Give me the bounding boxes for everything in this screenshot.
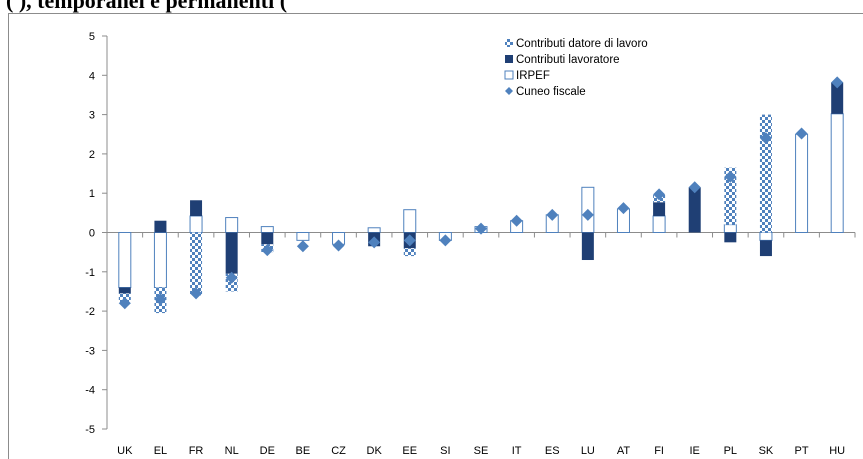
marker-cuneo-fiscale-es [546,208,559,221]
marker-cuneo-fiscale-de [261,244,274,257]
bar-contributi-lavoratore-nl [225,232,238,274]
bar-irpef-fi [652,215,666,234]
bar-irpef-pt [795,133,809,233]
bar-irpef-be [296,232,310,241]
bar-contributi-lavoratore-de [261,232,274,245]
legend-swatch-irpef [504,70,514,80]
x-tick-label: DK [367,445,383,457]
x-tick-label: SE [474,445,489,457]
bar-contributi-lavoratore-ie [688,187,701,233]
marker-cuneo-fiscale-hu [831,76,844,89]
bar-contributi-lavoratore-el [154,220,167,233]
marker-cuneo-fiscale-at [617,202,630,215]
y-tick-label: -2 [85,306,95,318]
bar-irpef-ee [403,209,417,233]
marker-cuneo-fiscale-sk [759,132,772,145]
bar-irpef-de [260,226,274,233]
x-tick-label: UK [117,445,133,457]
x-tick-label: PL [724,445,737,457]
bar-contributi-lavoratore-uk [118,287,131,294]
x-tick-label: DE [260,445,275,457]
legend: Contributi datore di lavoro Contributi la… [504,38,648,98]
x-tick-label: EL [154,445,167,457]
marker-cuneo-fiscale-dk [368,236,381,249]
bar-contributi-lavoratore-pl [724,232,737,243]
x-tick-label: FR [189,445,204,457]
y-tick-label: 1 [89,188,95,200]
x-tick-label: BE [296,445,311,457]
axes: 5 4 3 2 1 0 -1 -2 -3 -4 -5 UK EL FR NL DE BE CZ DK EE SI SE IT… [85,31,856,457]
y-tick-label: 4 [89,70,95,82]
bar-irpef-fr [189,215,203,234]
bar-irpef-sk [759,232,773,241]
marker-cuneo-fiscale-it [510,214,523,227]
x-tick-label: IE [690,445,700,457]
bar-contributi-datore-di-lavoro-ee [403,248,416,257]
marker-cuneo-fiscale-ie [688,181,701,194]
bar-contributi-lavoratore-fi [653,202,666,216]
marker-cuneo-fiscale-se [475,222,487,235]
legend-label-cuneo-fiscale: Cuneo fiscale [516,86,586,98]
bar-contributi-datore-di-lavoro-sk [759,114,772,233]
x-tick-label: AT [617,445,631,457]
marker-cuneo-fiscale-si [439,234,452,247]
bars [118,82,844,314]
legend-label-contributi-lavoratore: Contributi lavoratore [516,54,620,66]
bar-contributi-lavoratore-lu [581,232,594,261]
marker-cuneo-fiscale-pt [795,127,808,140]
y-tick-label: -5 [85,424,95,436]
chart-frame [8,13,863,459]
chart-heading-strip: ( ), temporanei e permanenti ( [0,0,863,13]
marker-cuneo-fiscale-fi [653,188,666,201]
y-tick-label: 2 [89,149,95,161]
x-tick-label: EE [402,445,417,457]
marker-cuneo-fiscale-nl [225,271,238,284]
x-tick-label: CZ [331,445,346,457]
y-tick-label: -4 [85,385,95,397]
y-tick-label: -1 [85,267,95,279]
y-tick-label: 5 [89,31,95,43]
marker-cuneo-fiscale-el [154,293,167,306]
x-tick-label: IT [512,445,522,457]
x-tick-label: NL [225,445,239,457]
bar-irpef-nl [225,217,239,233]
x-tick-label: ES [545,445,560,457]
x-tick-label: SK [759,445,774,457]
legend-label-irpef: IRPEF [516,70,550,82]
marker-cuneo-fiscale-lu [581,208,594,221]
legend-swatch-cuneo-fiscale [505,87,513,95]
bar-contributi-lavoratore-sk [759,240,772,257]
marker-cuneo-fiscale-uk [118,297,131,310]
legend-swatch-contributi-lavoratore [505,55,513,63]
bar-contributi-datore-di-lavoro-fr [190,232,203,296]
marker-cuneo-fiscale-be [296,240,309,253]
bar-irpef-pl [723,224,737,233]
bar-irpef-hu [830,113,844,233]
marker-cuneo-fiscale-ee [403,234,416,247]
bar-irpef-uk [118,232,132,289]
x-tick-label: HU [829,445,845,457]
x-tick-label: SI [440,445,450,457]
bar-contributi-lavoratore-fr [190,200,203,216]
chart-heading: ( ), temporanei e permanenti ( [6,0,288,13]
bar-irpef-dk [367,227,381,233]
bar-contributi-lavoratore-hu [831,82,844,114]
y-tick-label: -3 [85,345,95,357]
marker-cuneo-fiscale-cz [332,239,345,252]
marker-cuneo-fiscale-pl [724,170,737,183]
x-tick-label: FI [654,445,664,457]
bar-irpef-el [153,232,167,289]
x-tick-label: LU [581,445,595,457]
y-tick-label: 0 [89,228,95,240]
bar-contributi-datore-di-lavoro-pl [724,167,737,225]
marker-cuneo-fiscale-fr [190,287,203,300]
markers [118,76,844,310]
y-tick-label: 3 [89,110,95,122]
x-tick-label: PT [795,445,809,457]
legend-label-contributi-datore-di-lavoro: Contributi datore di lavoro [516,38,648,50]
legend-swatch-contributi-datore-di-lavoro [505,39,513,47]
